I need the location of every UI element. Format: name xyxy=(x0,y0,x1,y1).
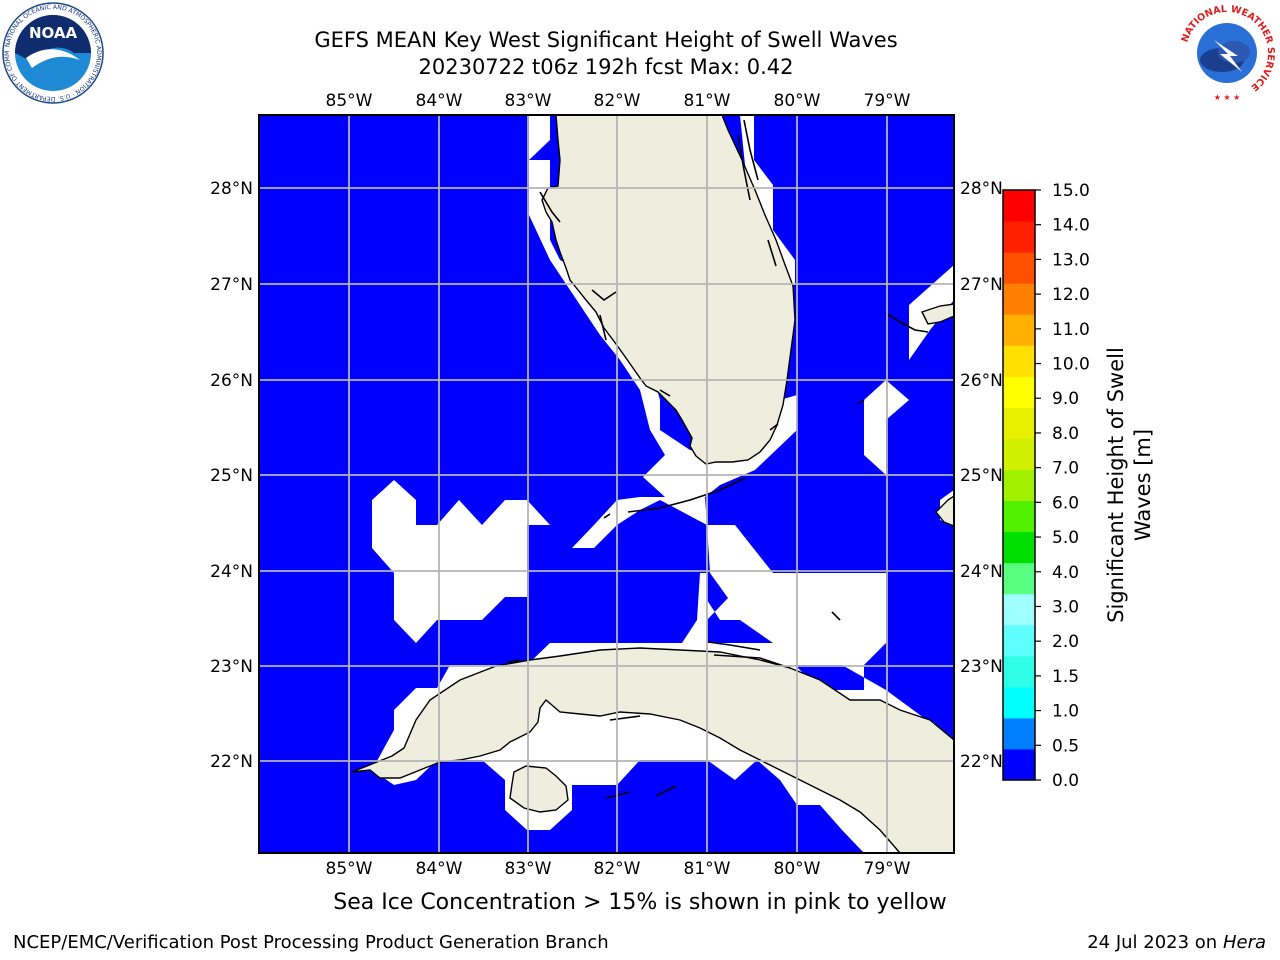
colorbar-tick-label: 0.0 xyxy=(1052,771,1079,791)
colorbar-swatch xyxy=(1003,376,1035,408)
colorbar-swatch xyxy=(1003,252,1035,284)
lat-labels-left: 28°N 27°N 26°N 25°N 24°N 23°N 22°N xyxy=(210,179,253,772)
colorbar-swatch xyxy=(1003,345,1035,377)
colorbar-swatch xyxy=(1003,500,1035,533)
colorbar-tick-label: 15.0 xyxy=(1052,181,1090,201)
lon-label-bottom: 85°W xyxy=(326,859,373,879)
islands-lines xyxy=(507,119,929,799)
chart-subtitle: 20230722 t06z 192h fcst Max: 0.42 xyxy=(418,55,794,79)
cuba-land xyxy=(351,647,955,854)
colorbar-tick-label: 6.0 xyxy=(1052,493,1079,513)
colorbar-tick-label: 9.0 xyxy=(1052,389,1079,409)
lat-label-left: 22°N xyxy=(210,752,253,772)
lon-label-top: 80°W xyxy=(774,91,821,111)
lat-label-left: 23°N xyxy=(210,657,253,677)
lat-label-left: 27°N xyxy=(210,275,253,295)
lat-label-left: 24°N xyxy=(210,562,253,582)
florida-land xyxy=(541,114,796,465)
host-name: Hera xyxy=(1222,932,1266,953)
colorbar-tick-label: 14.0 xyxy=(1052,216,1090,236)
colorbar-swatch xyxy=(1003,314,1035,346)
graticule xyxy=(259,115,954,853)
run-date: 24 Jul 2023 on Hera xyxy=(1087,932,1266,953)
colorbar-swatch xyxy=(1003,624,1035,657)
lat-label-left: 26°N xyxy=(210,371,253,391)
colorbar-swatch xyxy=(1003,190,1035,222)
colorbar-swatch xyxy=(1003,438,1035,470)
colorbar-tick-label: 7.0 xyxy=(1052,459,1079,479)
colorbar-tick-label: 3.0 xyxy=(1052,597,1079,617)
colorbar-swatch xyxy=(1003,221,1035,253)
svg-text:★ ★ ★: ★ ★ ★ xyxy=(1214,93,1241,102)
colorbar-tick-label: 10.0 xyxy=(1052,355,1090,375)
lat-label-left: 28°N xyxy=(210,179,253,199)
map-panel xyxy=(258,114,955,854)
map-frame xyxy=(258,114,955,854)
lon-label-top: 84°W xyxy=(416,91,463,111)
colorbar-tick-label: 4.0 xyxy=(1052,563,1079,583)
lon-labels-top: 85°W 84°W 83°W 82°W 81°W 80°W 79°W xyxy=(326,91,911,111)
colorbar-tick-label: 1.5 xyxy=(1052,667,1079,687)
colorbar-label-line1: Significant Height of Swell xyxy=(1104,347,1128,623)
colorbar-tick-label: 11.0 xyxy=(1052,320,1090,340)
colorbar-swatch xyxy=(1003,655,1035,688)
run-date-text: 24 Jul 2023 on xyxy=(1087,932,1218,953)
nws-logo: NATIONAL WEATHER SERVICE ★ ★ ★ xyxy=(1179,4,1276,102)
colorbar-swatch xyxy=(1003,562,1035,595)
land-areas xyxy=(351,114,955,854)
sea-ice-note: Sea Ice Concentration > 15% is shown in … xyxy=(333,890,947,915)
lon-label-top: 82°W xyxy=(594,91,641,111)
lat-label-right: 25°N xyxy=(960,466,1003,486)
colorbar-tick-label: 8.0 xyxy=(1052,424,1079,444)
colorbar-tick-label: 13.0 xyxy=(1052,250,1090,270)
colorbar-tick-label: 12.0 xyxy=(1052,285,1090,305)
colorbar-ticks: 0.0 0.5 1.0 1.5 2.0 3.0 4.0 5.0 6.0 7.0 8.0 9.0 10.0… xyxy=(1035,181,1090,791)
colorbar-tick-label: 1.0 xyxy=(1052,702,1079,722)
colorbar-swatch xyxy=(1003,593,1035,626)
lat-label-right: 24°N xyxy=(960,562,1003,582)
lat-label-left: 25°N xyxy=(210,466,253,486)
colorbar-tick-label: 5.0 xyxy=(1052,528,1079,548)
colorbar-swatch xyxy=(1003,717,1035,750)
noaa-wordmark: NOAA xyxy=(29,24,78,42)
noaa-logo: NATIONAL OCEANIC AND ATMOSPHERIC ADMINIS… xyxy=(2,2,104,104)
lon-label-bottom: 80°W xyxy=(774,859,821,879)
lon-label-top: 81°W xyxy=(684,91,731,111)
lat-label-right: 27°N xyxy=(960,275,1003,295)
lon-label-top: 85°W xyxy=(326,91,373,111)
lat-label-right: 26°N xyxy=(960,371,1003,391)
lon-label-bottom: 82°W xyxy=(594,859,641,879)
lon-label-top: 83°W xyxy=(505,91,552,111)
branch-credit: NCEP/EMC/Verification Post Processing Pr… xyxy=(13,932,609,953)
chart-title: GEFS MEAN Key West Significant Height of… xyxy=(314,28,898,52)
lon-label-bottom: 84°W xyxy=(416,859,463,879)
colorbar-tick-label: 2.0 xyxy=(1052,632,1079,652)
isla-juventud-land xyxy=(509,765,569,813)
lat-labels-right: 28°N 27°N 26°N 25°N 24°N 23°N 22°N xyxy=(960,179,1003,772)
lon-label-bottom: 83°W xyxy=(505,859,552,879)
colorbar-label-line2: Waves [m] xyxy=(1131,429,1155,541)
colorbar-swatch xyxy=(1003,469,1035,502)
lon-label-bottom: 81°W xyxy=(684,859,731,879)
lon-label-bottom: 79°W xyxy=(864,859,911,879)
lat-label-right: 23°N xyxy=(960,657,1003,677)
colorbar-swatch xyxy=(1003,686,1035,719)
colorbar-frame xyxy=(1002,189,1036,781)
colorbar-swatch xyxy=(1003,531,1035,564)
colorbar-swatch xyxy=(1003,283,1035,315)
lat-label-right: 28°N xyxy=(960,179,1003,199)
colorbar-tick-label: 0.5 xyxy=(1052,736,1079,756)
colorbar xyxy=(1002,189,1036,781)
colorbar-swatch xyxy=(1003,748,1035,781)
lon-label-top: 79°W xyxy=(864,91,911,111)
colorbar-swatch xyxy=(1003,407,1035,439)
lon-labels-bottom: 85°W 84°W 83°W 82°W 81°W 80°W 79°W xyxy=(326,859,911,879)
lat-label-right: 22°N xyxy=(960,752,1003,772)
